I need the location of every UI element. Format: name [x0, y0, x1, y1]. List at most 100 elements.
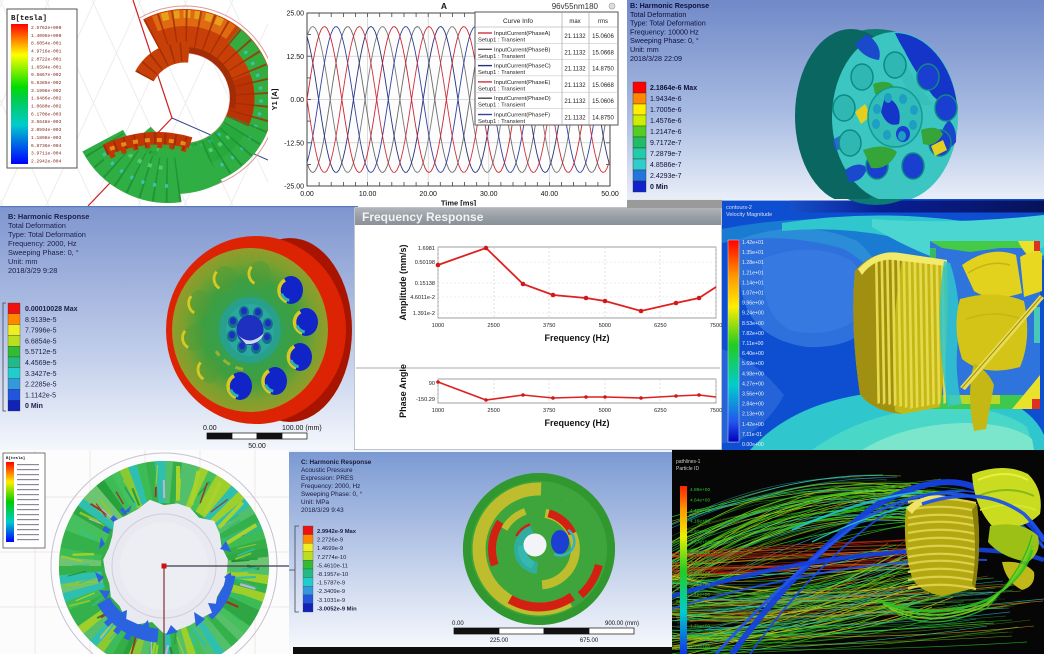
svg-text:1.96e+00: 1.96e+00: [690, 613, 710, 619]
svg-text:Setup1 : Transient: Setup1 : Transient: [478, 119, 525, 125]
svg-text:Setup1 : Transient: Setup1 : Transient: [478, 86, 525, 92]
svg-text:21.1132: 21.1132: [564, 99, 586, 105]
svg-text:2.2285e-5: 2.2285e-5: [25, 382, 57, 389]
svg-text:2.4293e-7: 2.4293e-7: [650, 173, 682, 180]
svg-text:6.40e+00: 6.40e+00: [742, 351, 764, 357]
svg-text:1.21e+01: 1.21e+01: [742, 270, 764, 276]
svg-text:3.1998e-002: 3.1998e-002: [31, 88, 62, 94]
svg-text:14.8750: 14.8750: [592, 67, 614, 73]
svg-text:0.00: 0.00: [290, 97, 304, 104]
svg-text:1.6594e-001: 1.6594e-001: [31, 64, 62, 70]
svg-text:2018/3/29 9:43: 2018/3/29 9:43: [301, 507, 344, 514]
svg-text:6.6854e-5: 6.6854e-5: [25, 338, 57, 345]
svg-text:15.0606: 15.0606: [592, 34, 614, 40]
svg-text:1.9434e-6: 1.9434e-6: [650, 96, 682, 103]
svg-text:96v55nm180: 96v55nm180: [552, 2, 599, 11]
svg-text:C: Harmonic Response: C: Harmonic Response: [301, 459, 372, 466]
svg-text:2.45e+00: 2.45e+00: [690, 592, 710, 598]
svg-text:Sweeping Phase: 0, °: Sweeping Phase: 0, °: [301, 490, 363, 498]
svg-text:max: max: [569, 19, 580, 25]
svg-text:5.5712e-5: 5.5712e-5: [25, 349, 57, 356]
svg-text:15.0606: 15.0606: [592, 99, 614, 105]
svg-text:1.71e+00: 1.71e+00: [690, 624, 710, 630]
svg-text:-2.3409e-9: -2.3409e-9: [317, 589, 345, 595]
svg-text:4.8586e-7: 4.8586e-7: [650, 162, 682, 169]
svg-text:Acoustic Pressure: Acoustic Pressure: [301, 467, 353, 474]
svg-text:-3.1031e-9: -3.1031e-9: [317, 598, 345, 604]
svg-text:1.35e+01: 1.35e+01: [742, 250, 764, 256]
svg-text:contours-2: contours-2: [726, 205, 752, 211]
svg-text:4.6011e-2: 4.6011e-2: [410, 295, 435, 301]
svg-text:Y1 [A]: Y1 [A]: [270, 88, 279, 110]
svg-text:2018/3/28 22:09: 2018/3/28 22:09: [630, 54, 682, 63]
svg-text:21.1132: 21.1132: [564, 83, 586, 89]
svg-text:1.1142e-5: 1.1142e-5: [25, 392, 56, 399]
svg-text:-3.0052e-9 Min: -3.0052e-9 Min: [317, 606, 357, 612]
svg-text:1.8486e-002: 1.8486e-002: [31, 96, 62, 102]
svg-text:2.20e+00: 2.20e+00: [690, 603, 710, 609]
svg-text:1.6981: 1.6981: [418, 246, 435, 252]
svg-text:21.1132: 21.1132: [564, 50, 586, 56]
svg-text:100.00 (mm): 100.00 (mm): [282, 425, 322, 432]
svg-text:25.00: 25.00: [286, 11, 304, 18]
svg-text:Total Deformation: Total Deformation: [8, 221, 66, 230]
svg-text:3.5648e-003: 3.5648e-003: [31, 119, 62, 125]
svg-text:Phase Angle: Phase Angle: [398, 364, 408, 418]
svg-text:Sweeping Phase: 0, °: Sweeping Phase: 0, °: [8, 248, 79, 257]
svg-text:1000: 1000: [432, 408, 444, 414]
svg-text:9.96e+00: 9.96e+00: [742, 301, 764, 307]
svg-text:2.2942e-004: 2.2942e-004: [31, 158, 62, 164]
svg-text:InputCurrent(PhaseC): InputCurrent(PhaseC): [494, 64, 551, 70]
svg-text:1.42e+01: 1.42e+01: [742, 240, 764, 246]
svg-text:Velocity Magnitude: Velocity Magnitude: [726, 212, 772, 218]
svg-text:Curve Info: Curve Info: [503, 18, 533, 25]
svg-text:Particle ID: Particle ID: [676, 466, 699, 472]
svg-text:5000: 5000: [599, 323, 611, 329]
svg-text:0.00: 0.00: [300, 191, 314, 198]
svg-text:5.5385e-002: 5.5385e-002: [31, 80, 62, 86]
svg-text:7.7996e-5: 7.7996e-5: [25, 328, 57, 335]
svg-text:9.24e+00: 9.24e+00: [742, 311, 764, 317]
svg-text:225.00: 225.00: [490, 638, 509, 644]
svg-text:1.7005e-6: 1.7005e-6: [650, 107, 682, 114]
svg-text:Setup1 : Transient: Setup1 : Transient: [478, 103, 525, 109]
svg-text:4.89e+00: 4.89e+00: [690, 487, 710, 493]
svg-text:3.42e+00: 3.42e+00: [690, 550, 710, 556]
svg-text:6250: 6250: [654, 323, 666, 329]
svg-text:Setup1 : Transient: Setup1 : Transient: [478, 54, 525, 60]
svg-text:7.82e+00: 7.82e+00: [742, 331, 764, 337]
svg-text:5000: 5000: [599, 408, 611, 414]
svg-text:InputCurrent(PhaseF): InputCurrent(PhaseF): [494, 113, 550, 119]
svg-text:Time [ms]: Time [ms]: [441, 199, 477, 207]
svg-text:21.1132: 21.1132: [564, 34, 586, 40]
svg-text:4.16e+00: 4.16e+00: [690, 519, 710, 525]
svg-text:1.4095e+000: 1.4095e+000: [31, 33, 62, 39]
svg-text:7.11e+00: 7.11e+00: [742, 341, 764, 347]
svg-text:2.1864e-6 Max: 2.1864e-6 Max: [650, 85, 697, 92]
svg-text:0 Min: 0 Min: [25, 403, 43, 410]
svg-text:1.42e+00: 1.42e+00: [742, 422, 764, 428]
svg-text:Sweeping Phase: 0, °: Sweeping Phase: 0, °: [630, 36, 699, 45]
svg-text:1.2147e-6: 1.2147e-6: [650, 129, 682, 136]
svg-text:-12.50: -12.50: [284, 140, 304, 147]
svg-text:InputCurrent(PhaseD): InputCurrent(PhaseD): [494, 96, 551, 102]
svg-text:Expression: PRES: Expression: PRES: [301, 475, 354, 482]
svg-text:-25.00: -25.00: [284, 184, 304, 191]
svg-text:0 Min: 0 Min: [650, 184, 668, 191]
svg-text:20.00: 20.00: [419, 191, 437, 198]
svg-text:675.00: 675.00: [580, 638, 599, 644]
svg-text:7.2774e-10: 7.2774e-10: [317, 555, 346, 561]
svg-text:1.4576e-6: 1.4576e-6: [650, 118, 682, 125]
svg-text:7500: 7500: [710, 323, 722, 329]
svg-text:15.0668: 15.0668: [592, 83, 614, 89]
svg-text:6250: 6250: [654, 408, 666, 414]
svg-text:21.1132: 21.1132: [564, 116, 586, 122]
svg-text:50.00: 50.00: [601, 191, 619, 198]
svg-text:0.00010028 Max: 0.00010028 Max: [25, 306, 78, 313]
svg-text:10.00: 10.00: [359, 191, 377, 198]
svg-text:2.93e+00: 2.93e+00: [690, 571, 710, 577]
svg-text:2500: 2500: [487, 323, 499, 329]
svg-text:Setup1 : Transient: Setup1 : Transient: [478, 70, 525, 76]
svg-text:3.3427e-5: 3.3427e-5: [25, 371, 57, 378]
svg-text:5.69e+00: 5.69e+00: [742, 361, 764, 367]
